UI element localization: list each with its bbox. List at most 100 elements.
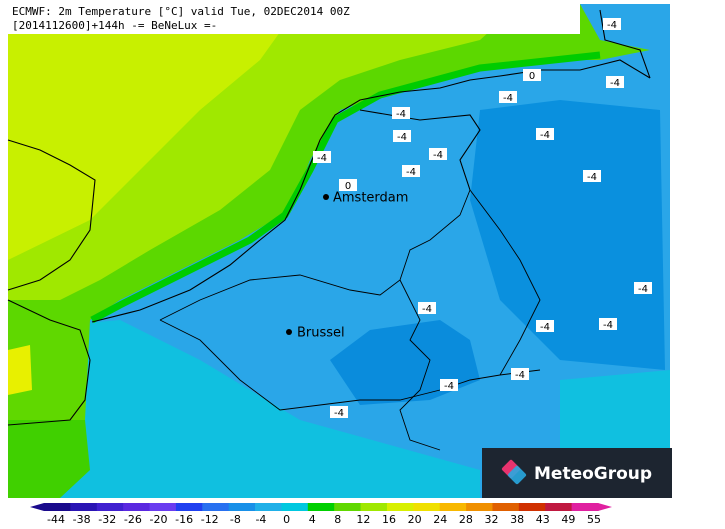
- legend-swatch: [439, 503, 467, 511]
- contour-label-box: [418, 302, 436, 314]
- legend-tick-label: 16: [382, 513, 396, 525]
- legend-swatch: [307, 503, 335, 511]
- legend-tick-label: -20: [149, 513, 167, 525]
- contour-label-box: [583, 170, 601, 182]
- field-yellow: [8, 345, 32, 395]
- map-field: [8, 4, 670, 498]
- legend-swatch: [545, 503, 573, 511]
- contour-label: -4: [317, 153, 327, 164]
- legend-tick-label: -4: [255, 513, 266, 525]
- city-label: Amsterdam: [333, 191, 408, 206]
- contour-label: -4: [638, 284, 648, 295]
- legend-tick-label: -32: [98, 513, 116, 525]
- contour-label: 0: [345, 181, 351, 192]
- coastline: [599, 9, 651, 79]
- legend-tick-label: -16: [175, 513, 193, 525]
- legend-swatch: [255, 503, 282, 511]
- contour-label: -4: [610, 78, 620, 89]
- header-line: ECMWF: 2m Temperature [°C] valid Tue, 02…: [12, 5, 350, 18]
- legend-tick-label: 43: [536, 513, 550, 525]
- legend-swatch: [571, 503, 599, 511]
- contour-label: -4: [607, 20, 617, 31]
- logo-icon: [501, 459, 527, 485]
- contour-label: -4: [603, 320, 613, 331]
- contour-label: -4: [540, 130, 550, 141]
- contour-label-box: [603, 18, 621, 30]
- legend-tick-label: 8: [334, 513, 341, 525]
- coastline: [7, 139, 96, 291]
- contour-label-box: [330, 406, 348, 418]
- contour-label-box: [339, 179, 357, 191]
- contour-label-box: [402, 165, 420, 177]
- header-line: [2014112600]+144h -= BeNeLux =-: [12, 19, 217, 32]
- legend-swatch: [149, 503, 177, 511]
- contour-label: -4: [444, 381, 454, 392]
- header-box: [8, 4, 580, 34]
- contour-label: -4: [503, 93, 513, 104]
- coastline: [7, 299, 91, 426]
- legend-tick-label: 0: [283, 513, 290, 525]
- border: [159, 319, 541, 411]
- contour-label: -4: [422, 304, 432, 315]
- legend-tick-label: 38: [510, 513, 524, 525]
- field-yellowgreen: [8, 4, 300, 260]
- legend-swatch: [360, 503, 388, 511]
- logo-shape: [507, 465, 527, 485]
- contour-label-box: [634, 282, 652, 294]
- legend-tick-label: -44: [47, 513, 65, 525]
- legend-arrow: [30, 503, 44, 511]
- border: [159, 189, 471, 321]
- legend-tick-label: 55: [587, 513, 601, 525]
- contour-label-box: [499, 91, 517, 103]
- contour-label: -4: [540, 322, 550, 333]
- field-green: [8, 420, 90, 498]
- border: [469, 189, 541, 376]
- legend-swatch: [228, 503, 256, 511]
- contour-label-box: [536, 320, 554, 332]
- contour-label: 0: [529, 71, 535, 82]
- legend-swatch: [386, 503, 414, 511]
- legend-swatch: [413, 503, 441, 511]
- contour-label: -4: [587, 172, 597, 183]
- contour-label-box: [313, 151, 331, 163]
- field-dark: [470, 100, 665, 370]
- legend-tick-label: 28: [459, 513, 473, 525]
- legend-tick-label: -8: [230, 513, 241, 525]
- legend-swatch: [123, 503, 151, 511]
- field-cyan: [560, 370, 670, 448]
- legend-swatch: [202, 503, 230, 511]
- legend-tick-label: 24: [433, 513, 447, 525]
- legend-tick-label: 32: [485, 513, 499, 525]
- legend-swatch: [70, 503, 98, 511]
- city-dot: [286, 329, 292, 335]
- legend-swatch: [175, 503, 203, 511]
- contour-label-box: [392, 107, 410, 119]
- legend-swatch: [334, 503, 362, 511]
- city-dot: [323, 194, 329, 200]
- contour-label: -4: [397, 132, 407, 143]
- legend-tick-label: 12: [356, 513, 370, 525]
- legend-tick-label: 20: [408, 513, 422, 525]
- legend-arrow: [598, 503, 612, 511]
- contour-label: -4: [334, 408, 344, 419]
- contour-label-box: [429, 148, 447, 160]
- contour-label: -4: [406, 167, 416, 178]
- legend-tick-label: 4: [309, 513, 316, 525]
- legend-swatch: [466, 503, 493, 511]
- legend-swatch: [44, 503, 71, 511]
- legend-swatch: [518, 503, 546, 511]
- legend-tick-label: -38: [73, 513, 91, 525]
- coast-strip: [90, 51, 601, 324]
- contour-label-box: [606, 76, 624, 88]
- legend-tick-label: 49: [561, 513, 575, 525]
- legend: -44 -38 -32 -26 -20 -16 -12 -8 -4 0 4 8 12 16 20 24 28 32…: [30, 503, 612, 526]
- contour-label-box: [523, 69, 541, 81]
- contour-label-box: [393, 130, 411, 142]
- legend-swatch: [96, 503, 124, 511]
- contour-label-box: [599, 318, 617, 330]
- field-cyan: [8, 320, 480, 498]
- logo-text: MeteoGroup: [534, 464, 652, 484]
- contour-label: -4: [433, 150, 443, 161]
- contour-label: -4: [515, 370, 525, 381]
